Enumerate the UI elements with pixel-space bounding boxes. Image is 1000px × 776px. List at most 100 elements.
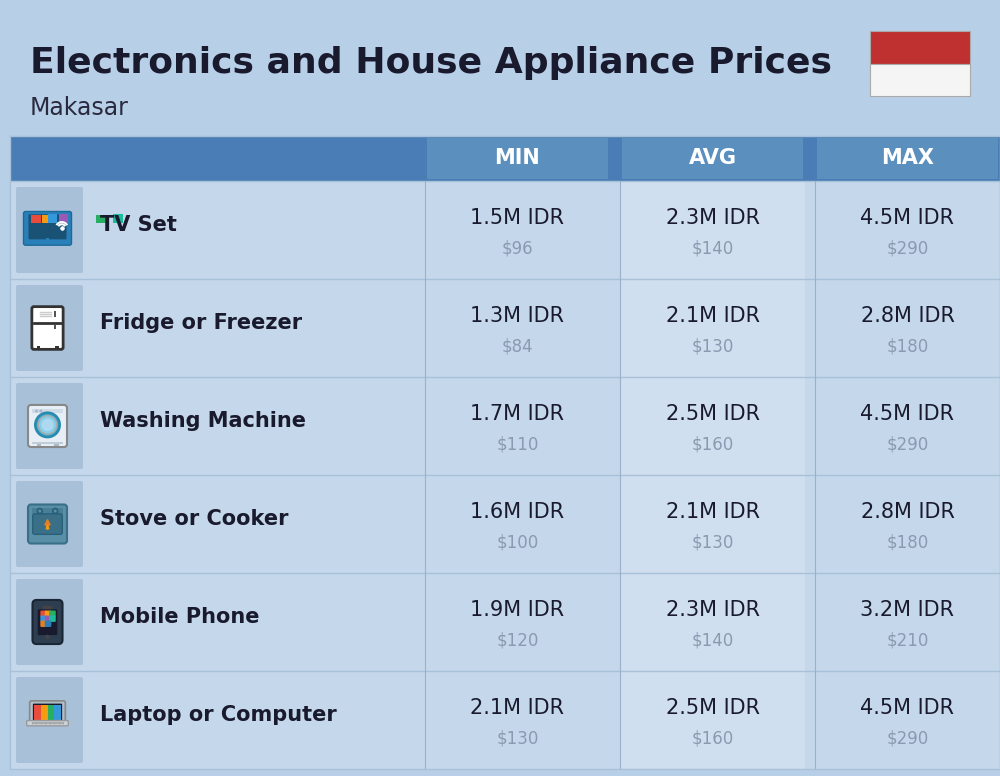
Circle shape [35, 410, 38, 413]
Circle shape [54, 510, 57, 512]
Text: 4.5M IDR: 4.5M IDR [860, 208, 954, 228]
Text: 1.6M IDR: 1.6M IDR [470, 502, 565, 522]
Circle shape [53, 508, 58, 514]
FancyBboxPatch shape [24, 212, 72, 245]
Circle shape [39, 410, 42, 413]
Bar [620, 377, 805, 475]
Bar [36, 444, 41, 446]
Text: $130: $130 [496, 729, 539, 747]
Text: 2.1M IDR: 2.1M IDR [666, 502, 760, 522]
Bar [620, 475, 805, 573]
Text: 1.5M IDR: 1.5M IDR [471, 208, 564, 228]
Bar [42, 215, 52, 223]
Bar [48, 705, 54, 720]
Polygon shape [46, 525, 49, 528]
Text: 1.7M IDR: 1.7M IDR [471, 404, 564, 424]
Bar [10, 377, 1000, 475]
Bar [31, 215, 41, 223]
Text: 1.9M IDR: 1.9M IDR [470, 600, 565, 620]
FancyBboxPatch shape [16, 677, 83, 763]
Text: 4.5M IDR: 4.5M IDR [860, 698, 954, 718]
Bar [622, 138, 803, 179]
Bar [113, 214, 122, 223]
Bar [10, 475, 1000, 573]
FancyBboxPatch shape [38, 609, 57, 635]
Circle shape [38, 416, 57, 434]
Bar [620, 671, 805, 769]
Bar [32, 442, 63, 445]
Text: 2.5M IDR: 2.5M IDR [666, 404, 760, 424]
Circle shape [37, 508, 42, 514]
FancyBboxPatch shape [32, 600, 62, 644]
Text: $110: $110 [496, 435, 539, 453]
Text: $130: $130 [691, 337, 734, 355]
Bar [54, 324, 56, 329]
Bar [58, 214, 68, 223]
Bar [620, 279, 805, 377]
FancyBboxPatch shape [45, 615, 51, 622]
Bar [39, 242, 56, 244]
Text: Mobile Phone: Mobile Phone [100, 607, 260, 627]
Text: $290: $290 [886, 435, 929, 453]
Text: 1.3M IDR: 1.3M IDR [471, 306, 564, 326]
FancyBboxPatch shape [16, 579, 83, 665]
Text: $96: $96 [502, 239, 533, 257]
Bar [54, 705, 61, 720]
Text: $140: $140 [691, 631, 734, 649]
FancyBboxPatch shape [43, 606, 52, 609]
FancyBboxPatch shape [40, 621, 47, 627]
FancyBboxPatch shape [45, 621, 51, 627]
FancyBboxPatch shape [40, 611, 47, 617]
Bar [48, 214, 57, 223]
Text: 2.8M IDR: 2.8M IDR [861, 306, 954, 326]
Bar [46, 238, 49, 243]
Text: $120: $120 [496, 631, 539, 649]
FancyBboxPatch shape [16, 285, 83, 371]
Bar [41, 705, 48, 720]
FancyBboxPatch shape [49, 615, 56, 622]
Text: $160: $160 [691, 729, 734, 747]
Bar [10, 279, 1000, 377]
Text: 4.5M IDR: 4.5M IDR [860, 404, 954, 424]
Text: Fridge or Freezer: Fridge or Freezer [100, 313, 302, 333]
Text: Stove or Cooker: Stove or Cooker [100, 509, 288, 529]
Circle shape [35, 413, 60, 437]
Text: $140: $140 [691, 239, 734, 257]
Bar [10, 671, 1000, 769]
Text: $180: $180 [886, 337, 929, 355]
Bar [32, 409, 63, 414]
Text: AVG: AVG [688, 148, 736, 168]
FancyBboxPatch shape [32, 307, 63, 349]
Circle shape [38, 510, 41, 512]
Bar [10, 136, 1000, 181]
Bar [10, 181, 1000, 279]
Text: $160: $160 [691, 435, 734, 453]
Bar [870, 64, 970, 96]
FancyBboxPatch shape [28, 214, 67, 239]
Bar [54, 444, 58, 446]
Bar [36, 345, 40, 348]
Text: TV Set: TV Set [100, 215, 177, 235]
FancyBboxPatch shape [45, 611, 51, 617]
FancyBboxPatch shape [16, 187, 83, 273]
FancyBboxPatch shape [30, 701, 65, 724]
Text: Electronics and House Appliance Prices: Electronics and House Appliance Prices [30, 46, 832, 80]
Text: $130: $130 [691, 533, 734, 551]
Text: $84: $84 [502, 337, 533, 355]
FancyBboxPatch shape [16, 383, 83, 469]
FancyBboxPatch shape [33, 704, 62, 722]
Polygon shape [45, 520, 50, 529]
Text: Makasar: Makasar [30, 96, 129, 120]
Text: 2.3M IDR: 2.3M IDR [666, 600, 760, 620]
Bar [427, 138, 608, 179]
Text: $290: $290 [886, 239, 929, 257]
Bar [54, 311, 56, 317]
FancyBboxPatch shape [33, 514, 62, 535]
Text: Laptop or Computer: Laptop or Computer [100, 705, 337, 725]
Bar [817, 138, 998, 179]
Text: 2.1M IDR: 2.1M IDR [471, 698, 564, 718]
FancyBboxPatch shape [27, 721, 68, 726]
Bar [96, 215, 106, 223]
FancyBboxPatch shape [40, 615, 47, 622]
Text: 2.1M IDR: 2.1M IDR [666, 306, 760, 326]
